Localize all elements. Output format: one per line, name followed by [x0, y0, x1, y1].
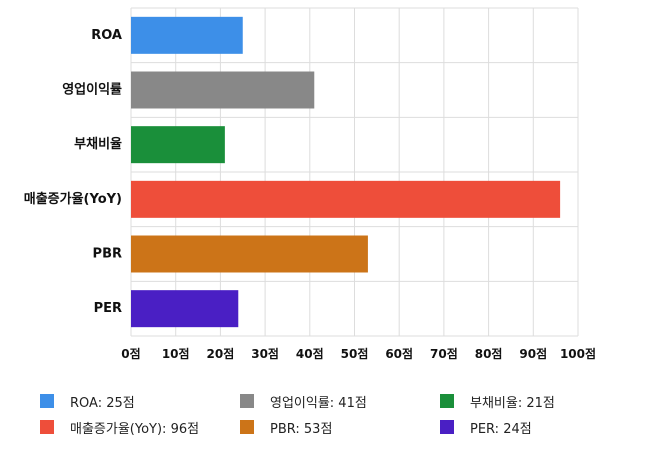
grid-lines	[130, 7, 579, 337]
category-label: 매출증가율(YoY)	[24, 191, 122, 207]
legend-item: 부채비율: 21점	[440, 392, 640, 411]
legend-swatch	[40, 420, 54, 434]
bars	[131, 16, 561, 328]
legend-swatch	[440, 420, 454, 434]
legend-item: 매출증가율(YoY): 96점	[40, 418, 240, 437]
legend-label: PBR: 53점	[270, 421, 333, 437]
category-label: 영업이익률	[62, 82, 122, 98]
legend-label: 매출증가율(YoY): 96점	[70, 421, 200, 437]
legend-swatch	[440, 394, 454, 408]
x-tick-label: 10점	[162, 346, 190, 361]
x-tick-label: 20점	[207, 346, 235, 361]
category-label: PBR	[93, 247, 122, 262]
legend-item: ROA: 25점	[40, 392, 240, 411]
bar	[131, 235, 368, 273]
legend-swatch	[240, 394, 254, 408]
bar	[131, 71, 315, 109]
x-tick-label: 70점	[430, 346, 458, 361]
x-tick-label: 50점	[341, 346, 369, 361]
x-tick-label: 80점	[475, 346, 503, 361]
x-tick-labels: 0점 10점 20점 30점 40점 50점 60점 70점 80점 90점 100점	[121, 346, 596, 361]
legend-label: ROA: 25점	[70, 395, 135, 411]
x-tick-label: 40점	[296, 346, 324, 361]
legend-item: PER: 24점	[440, 418, 640, 437]
legend-label: 영업이익률: 41점	[270, 395, 367, 411]
category-label: ROA	[91, 28, 122, 43]
category-label: 부채비율	[74, 136, 122, 152]
bar	[131, 290, 239, 328]
x-tick-label: 90점	[519, 346, 547, 361]
bar	[131, 126, 225, 164]
legend-item: 영업이익률: 41점	[240, 392, 440, 411]
legend-swatch	[40, 394, 54, 408]
legend-label: PER: 24점	[470, 421, 532, 437]
bar	[131, 180, 561, 218]
category-label: PER	[94, 301, 122, 316]
legend-item: PBR: 53점	[240, 418, 440, 437]
bar	[131, 16, 243, 54]
x-tick-label: 60점	[385, 346, 413, 361]
legend-swatch	[240, 420, 254, 434]
x-tick-label: 30점	[251, 346, 279, 361]
x-tick-label: 100점	[560, 346, 596, 361]
x-tick-label: 0점	[121, 346, 140, 361]
legend-label: 부채비율: 21점	[470, 395, 555, 411]
